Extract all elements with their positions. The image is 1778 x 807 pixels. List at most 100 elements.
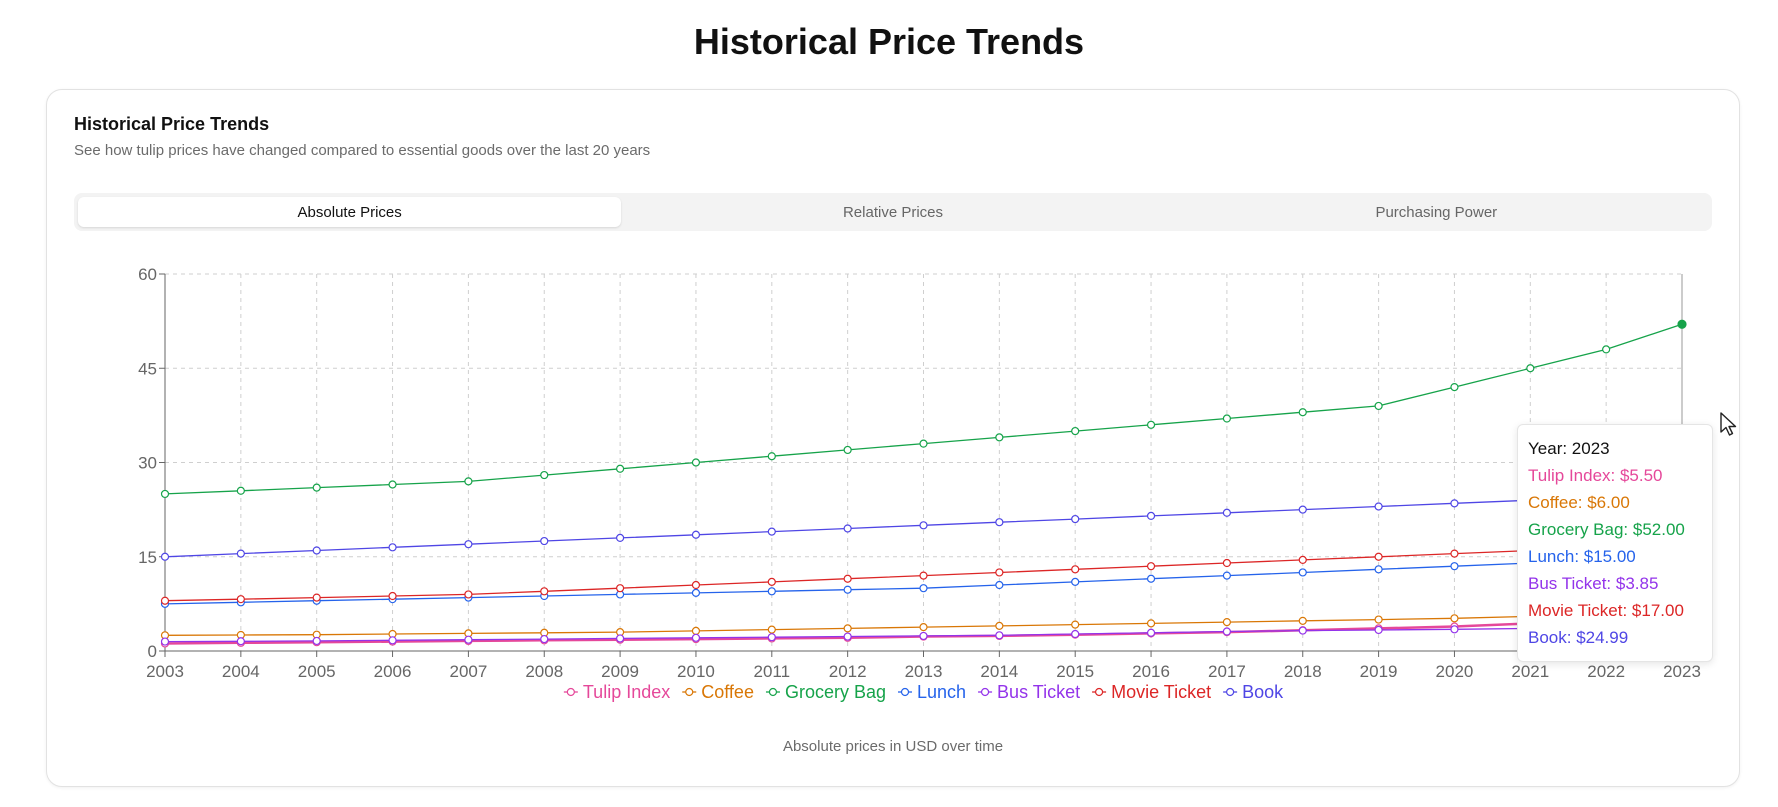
data-point-coffee [995,621,1004,630]
data-point-book [1222,508,1232,517]
data-point-grocery-bag [1146,420,1156,429]
line-chart[interactable]: 0 15 30 45 60 2003 2004 2005 2006 2007 2008 2009 201… [47,90,1739,730]
data-point-movie-ticket [388,591,397,601]
tooltip-year: Year: 2023 [1528,439,1610,458]
data-point-lunch [1450,562,1459,571]
tooltip-line-grocery-bag: Grocery Bag: $52.00 [1528,520,1685,539]
data-point-grocery-bag [540,470,549,480]
data-point-movie-ticket [615,584,625,593]
x-tick-label: 2010 [677,662,715,681]
tooltip-line-book: Book: $24.99 [1528,628,1629,647]
data-point-lunch [919,584,928,593]
legend-marker-icon [900,687,910,697]
data-point-book [1298,505,1307,514]
x-tick-label: 2021 [1511,662,1549,681]
x-tick-label: 2018 [1284,662,1322,681]
legend-label: Coffee [701,682,754,702]
data-point-bus-ticket [919,631,928,641]
x-tick-label: 2013 [905,662,943,681]
tab-relative-prices[interactable]: Relative Prices [842,203,944,221]
x-tick-label: 2009 [601,662,639,681]
data-point-coffee [1146,619,1156,628]
y-tick-label: 60 [138,265,157,284]
data-point-grocery-bag [995,433,1004,442]
data-point-bus-ticket [464,635,473,644]
data-point-bus-ticket [388,636,397,645]
data-point-coffee [767,625,776,634]
tooltip-line-tulip-index: Tulip Index: $5.50 [1528,466,1663,485]
data-point-grocery-bag [1677,319,1687,329]
data-point-bus-ticket [160,637,170,646]
data-point-grocery-bag [464,477,473,486]
chart-card: Historical Price Trends See how tulip pr… [46,89,1740,787]
y-tick-label: 45 [138,359,157,378]
data-point-movie-ticket [1222,558,1232,568]
data-point-movie-ticket [767,577,776,586]
x-tick-label: 2006 [374,662,412,681]
data-point-lunch [1374,565,1383,574]
data-point-bus-ticket [615,634,625,643]
data-point-book [1450,499,1459,508]
data-point-book [540,536,549,546]
data-point-grocery-bag [312,483,321,492]
chart-tooltip: Year: 2023 Tulip Index: $5.50 Coffee: $6… [1517,424,1713,662]
tab-purchasing-power[interactable]: Purchasing Power [1375,203,1498,221]
legend-item-bus-ticket[interactable]: Bus Ticket [978,682,1080,702]
data-point-book [615,533,625,542]
data-point-book [1071,514,1080,524]
data-point-movie-ticket [843,574,852,583]
data-point-book [995,518,1004,527]
x-tick-label: 2019 [1360,662,1398,681]
data-point-movie-ticket [919,571,928,580]
data-point-bus-ticket [995,631,1004,640]
data-point-coffee [1450,614,1459,623]
data-point-bus-ticket [691,633,701,642]
data-point-bus-ticket [1298,626,1307,635]
data-point-lunch [1222,571,1232,580]
card-title: Historical Price Trends [74,114,270,134]
tooltip-line-bus-ticket: Bus Ticket: $3.85 [1528,574,1659,593]
legend-marker-icon [1094,687,1104,697]
page-title: Historical Price Trends [693,21,1085,62]
data-point-grocery-bag [1222,414,1232,423]
data-point-grocery-bag [919,439,928,448]
data-point-bus-ticket [1146,628,1156,637]
mouse-cursor-icon [1720,412,1737,436]
data-point-movie-ticket [995,568,1004,577]
legend-marker-icon [1226,687,1235,697]
x-tick-label: 2008 [525,662,563,681]
legend-item-coffee[interactable]: Coffee [682,682,754,702]
data-point-grocery-bag [1298,408,1307,417]
data-point-coffee [691,626,701,635]
legend-item-grocery-bag[interactable]: Grocery Bag [765,682,886,702]
y-tick-label: 30 [138,454,157,473]
x-tick-label: 2017 [1208,662,1246,681]
tooltip-line-movie-ticket: Movie Ticket: $17.00 [1528,601,1684,620]
chart-caption: Absolute prices in USD over time [782,738,1004,755]
data-point-book [919,521,928,530]
legend-label: Book [1242,682,1284,702]
data-point-bus-ticket [312,636,321,646]
legend-item-book[interactable]: Book [1223,682,1284,702]
data-point-coffee [843,624,852,633]
tab-absolute-prices[interactable]: Absolute Prices [78,197,622,227]
data-point-bus-ticket [1374,625,1383,635]
data-point-movie-ticket [540,587,549,596]
data-point-coffee [919,623,928,632]
x-tick-label: 2016 [1132,662,1170,681]
data-point-bus-ticket [1222,627,1232,636]
data-point-movie-ticket [236,595,245,604]
x-tick-label: 2011 [754,662,791,681]
data-point-bus-ticket [540,634,549,644]
legend-item-movie-ticket[interactable]: Movie Ticket [1092,682,1211,702]
data-point-lunch [691,588,701,597]
data-point-lunch [995,580,1004,590]
x-tick-label: 2005 [298,662,336,681]
legend-label: Grocery Bag [785,682,886,702]
legend-item-tulip-index[interactable]: Tulip Index [563,682,670,702]
data-point-grocery-bag [1450,383,1459,392]
data-point-book [691,530,701,539]
legend-item-lunch[interactable]: Lunch [898,682,966,702]
data-point-grocery-bag [1374,401,1383,411]
data-point-movie-ticket [160,596,170,605]
